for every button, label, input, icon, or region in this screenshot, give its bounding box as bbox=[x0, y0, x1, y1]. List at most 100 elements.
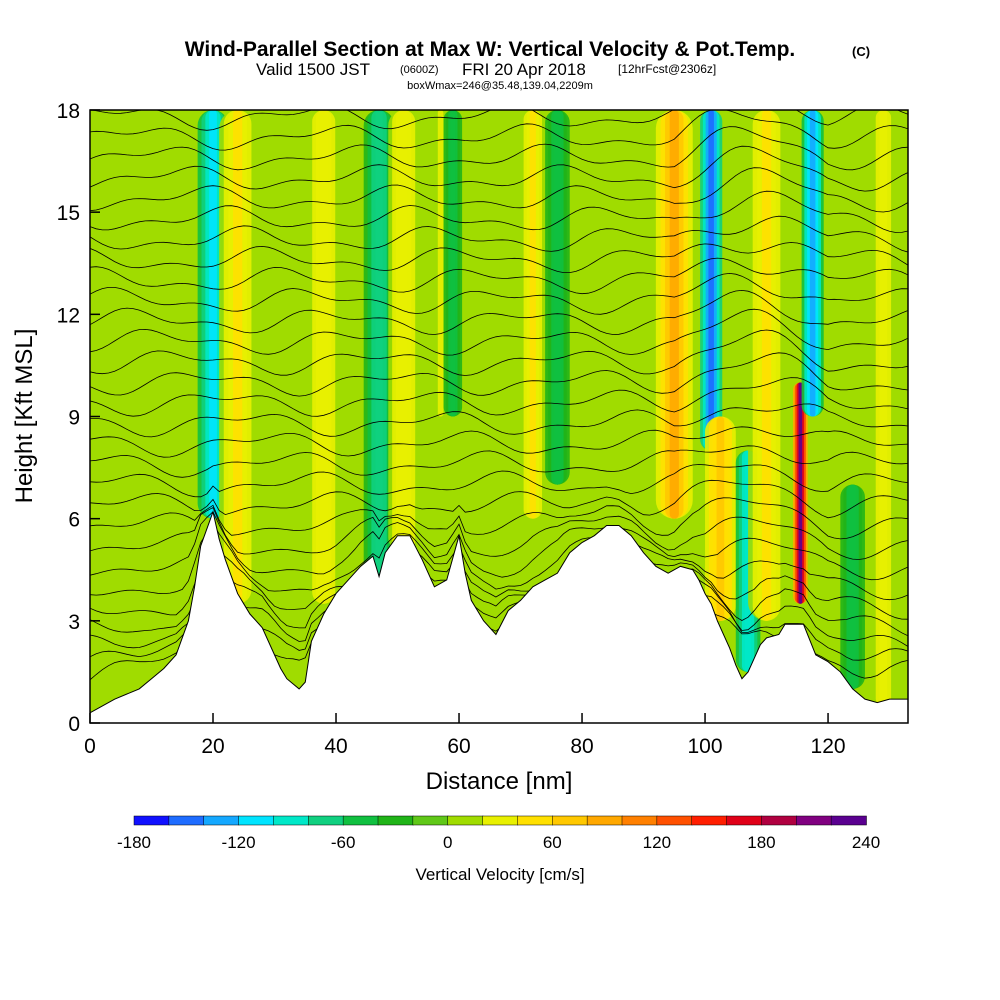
isentrope-contour bbox=[90, 377, 908, 417]
velocity-streak bbox=[669, 110, 679, 519]
colorbar-swatch bbox=[517, 815, 554, 826]
colorbar-swatch bbox=[830, 815, 867, 826]
velocity-streak bbox=[399, 110, 408, 553]
x-tick-label: 80 bbox=[570, 735, 593, 758]
box-wmax-label: boxWmax=246@35.48,139.04,2209m bbox=[407, 80, 593, 92]
y-tick-label: 12 bbox=[57, 304, 80, 327]
colorbar-swatch bbox=[168, 815, 205, 826]
forecast-info-label: [12hrFcst@2306z] bbox=[618, 62, 716, 76]
isentrope-contour bbox=[90, 511, 908, 581]
isentrope-contour bbox=[90, 110, 908, 131]
x-tick-label: 100 bbox=[688, 735, 723, 758]
velocity-streak bbox=[319, 110, 328, 604]
isentrope-contour bbox=[90, 110, 908, 151]
velocity-streak bbox=[450, 110, 456, 417]
colorbar-tick-label: -60 bbox=[331, 833, 356, 852]
terrain-mask bbox=[90, 511, 908, 723]
velocity-streak bbox=[375, 110, 383, 580]
colorbar-swatch bbox=[726, 815, 763, 826]
y-tick-label: 9 bbox=[68, 407, 80, 430]
isentrope-contour bbox=[90, 445, 908, 478]
colorbar-swatch bbox=[586, 815, 623, 826]
valid-time-label: Valid 1500 JST bbox=[256, 60, 370, 79]
isentrope-contour bbox=[90, 242, 908, 273]
colorbar-swatch bbox=[412, 815, 449, 826]
utc-time-label: (0600Z) bbox=[400, 64, 439, 76]
velocity-streak bbox=[209, 110, 217, 519]
colorbar-swatch bbox=[552, 815, 588, 826]
colorbar-tick-label: 60 bbox=[543, 833, 562, 852]
isentrope-contour bbox=[90, 426, 908, 458]
terrain-outline bbox=[90, 510, 908, 714]
isentrope-contour bbox=[90, 272, 908, 315]
velocity-streak bbox=[809, 110, 816, 417]
isentrope-contour bbox=[90, 523, 908, 601]
colorbar-tick-label: 0 bbox=[443, 833, 452, 852]
colorbar-tick-label: 120 bbox=[643, 833, 671, 852]
colorbar-swatch bbox=[238, 815, 275, 826]
y-axis-label: Height [Kft MSL] bbox=[11, 329, 38, 504]
colorbar-tick-label: -180 bbox=[117, 833, 151, 852]
velocity-streak bbox=[437, 110, 444, 417]
y-tick-label: 6 bbox=[68, 509, 80, 532]
x-tick-label: 0 bbox=[84, 735, 96, 758]
x-axis: 0 20 40 60 80 100 120 bbox=[84, 713, 846, 758]
isentrope-contour bbox=[90, 257, 908, 295]
isentrope-contour bbox=[90, 190, 908, 233]
colorbar bbox=[133, 815, 867, 826]
chart-title: Wind-Parallel Section at Max W: Vertical… bbox=[185, 38, 796, 61]
valid-date-label: FRI 20 Apr 2018 bbox=[462, 60, 586, 79]
x-tick-label: 60 bbox=[447, 735, 470, 758]
x-tick-label: 40 bbox=[324, 735, 347, 758]
colorbar-swatch bbox=[761, 815, 798, 826]
velocity-streak bbox=[529, 110, 536, 519]
isentrope-contour bbox=[90, 215, 908, 253]
copyright-mark: (C) bbox=[852, 44, 870, 59]
y-tick-label: 15 bbox=[57, 202, 80, 225]
colorbar-swatch bbox=[203, 815, 240, 826]
colorbar-swatch bbox=[482, 815, 519, 826]
isentrope-contour bbox=[90, 145, 908, 192]
isentrope-contour bbox=[90, 464, 908, 498]
velocity-streak bbox=[232, 110, 243, 604]
x-axis-label: Distance [nm] bbox=[426, 768, 573, 795]
x-tick-label: 120 bbox=[811, 735, 846, 758]
velocity-streak bbox=[716, 416, 725, 621]
y-tick-label: 3 bbox=[68, 611, 80, 634]
isentrope-contour bbox=[90, 403, 908, 438]
isentrope-contour bbox=[90, 126, 908, 171]
colorbar-tick-label: -120 bbox=[222, 833, 256, 852]
y-axis: 0 3 6 9 12 15 18 bbox=[57, 100, 100, 736]
velocity-streak bbox=[761, 110, 772, 621]
isentrope-contour bbox=[90, 329, 908, 376]
colorbar-swatch bbox=[273, 815, 310, 826]
colorbar-swatch bbox=[377, 815, 414, 826]
colorbar-swatch bbox=[447, 815, 484, 826]
y-tick-label: 18 bbox=[57, 100, 80, 123]
plot-area bbox=[90, 110, 908, 723]
colorbar-swatch bbox=[656, 815, 693, 826]
colorbar-swatch bbox=[796, 815, 832, 826]
isentrope-contour bbox=[90, 497, 908, 540]
colorbar-swatch bbox=[342, 815, 379, 826]
colorbar-swatch bbox=[621, 815, 658, 826]
colorbar-tick-label: 240 bbox=[852, 833, 880, 852]
colorbar-tick-label: 180 bbox=[747, 833, 775, 852]
velocity-streak bbox=[879, 110, 888, 706]
colorbar-label: Vertical Velocity [cm/s] bbox=[415, 865, 584, 884]
colorbar-swatch bbox=[133, 815, 170, 826]
colorbar-ticks: -180 -120 -60 0 60 120 180 240 bbox=[117, 833, 880, 852]
isentrope-contour bbox=[90, 308, 908, 356]
x-tick-label: 20 bbox=[201, 735, 224, 758]
isentrope-contour bbox=[90, 289, 908, 335]
colorbar-swatch bbox=[691, 815, 728, 826]
isentrope-contour bbox=[90, 352, 908, 397]
y-tick-label: 0 bbox=[68, 713, 80, 736]
isentrope-contour bbox=[90, 167, 908, 213]
velocity-streak bbox=[849, 484, 856, 689]
isentrope-contour bbox=[90, 506, 908, 560]
colorbar-swatch bbox=[308, 815, 344, 826]
isentrope-contour bbox=[90, 543, 908, 620]
isentrope-contour bbox=[90, 479, 908, 519]
